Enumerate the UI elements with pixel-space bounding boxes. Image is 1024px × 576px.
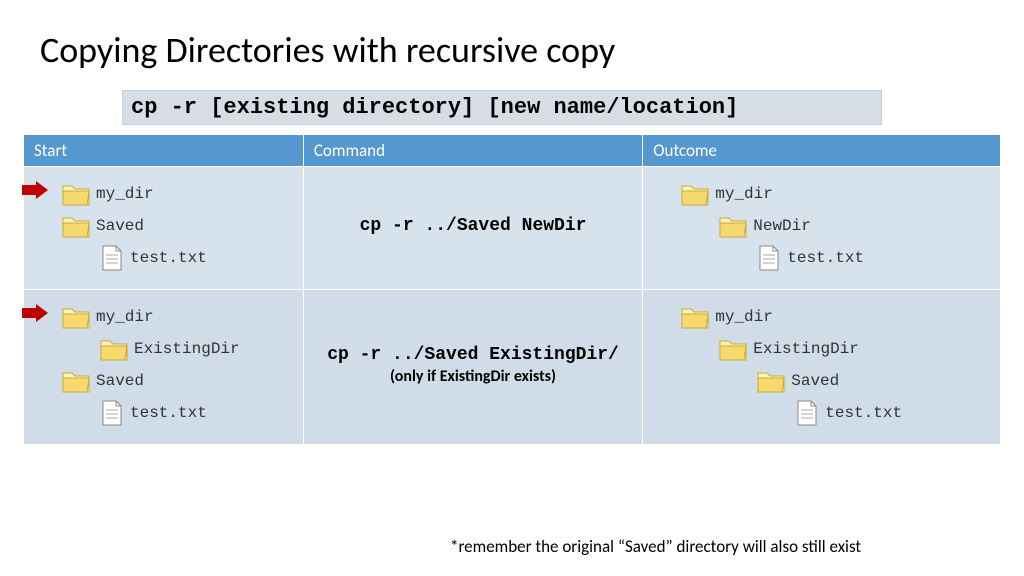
- folder-icon: [681, 305, 709, 329]
- file-icon: [100, 245, 124, 271]
- outcome-tree: my_dir NewDir test.txt: [651, 179, 992, 273]
- tree-label: my_dir: [96, 308, 154, 326]
- tree-label: test.txt: [130, 249, 207, 267]
- command-text: cp -r ../Saved ExistingDir/: [312, 345, 634, 365]
- col-start: Start: [24, 135, 304, 167]
- folder-icon: [719, 214, 747, 238]
- tree-label: ExistingDir: [134, 340, 240, 358]
- tree-label: test.txt: [130, 404, 207, 422]
- tree-label: my_dir: [96, 185, 154, 203]
- folder-icon: [62, 369, 90, 393]
- arrow-icon: [22, 304, 48, 322]
- folder-icon: [62, 182, 90, 206]
- footnote: *remember the original “Saved” directory…: [450, 536, 861, 557]
- folder-icon: [62, 305, 90, 329]
- tree-label: Saved: [791, 372, 839, 390]
- folder-icon: [100, 337, 128, 361]
- tree-label: ExistingDir: [753, 340, 859, 358]
- command-text: cp -r ../Saved NewDir: [312, 216, 634, 236]
- tree-label: test.txt: [787, 249, 864, 267]
- file-icon: [100, 400, 124, 426]
- start-tree: my_dir Saved test.txt: [32, 179, 295, 273]
- folder-icon: [681, 182, 709, 206]
- page-title: Copying Directories with recursive copy: [40, 28, 615, 72]
- folder-icon: [757, 369, 785, 393]
- table-row: my_dir ExistingDir Saved test.txt: [24, 290, 1001, 445]
- tree-label: my_dir: [715, 185, 773, 203]
- start-tree: my_dir ExistingDir Saved test.txt: [32, 302, 295, 428]
- tree-label: Saved: [96, 372, 144, 390]
- tree-label: NewDir: [753, 217, 811, 235]
- file-icon: [795, 400, 819, 426]
- tree-label: my_dir: [715, 308, 773, 326]
- col-outcome: Outcome: [643, 135, 1001, 167]
- tree-label: Saved: [96, 217, 144, 235]
- col-command: Command: [303, 135, 642, 167]
- command-syntax-bar: cp -r [existing directory] [new name/loc…: [122, 90, 882, 125]
- folder-icon: [62, 214, 90, 238]
- outcome-tree: my_dir ExistingDir Saved test.txt: [651, 302, 992, 428]
- folder-icon: [719, 337, 747, 361]
- tree-label: test.txt: [825, 404, 902, 422]
- table-row: my_dir Saved test.txt cp -r ../Saved New…: [24, 167, 1001, 290]
- examples-table: Start Command Outcome my_dir Saved: [23, 134, 1001, 445]
- file-icon: [757, 245, 781, 271]
- command-note: (only if ExistingDir exists): [312, 367, 634, 386]
- arrow-icon: [22, 181, 48, 199]
